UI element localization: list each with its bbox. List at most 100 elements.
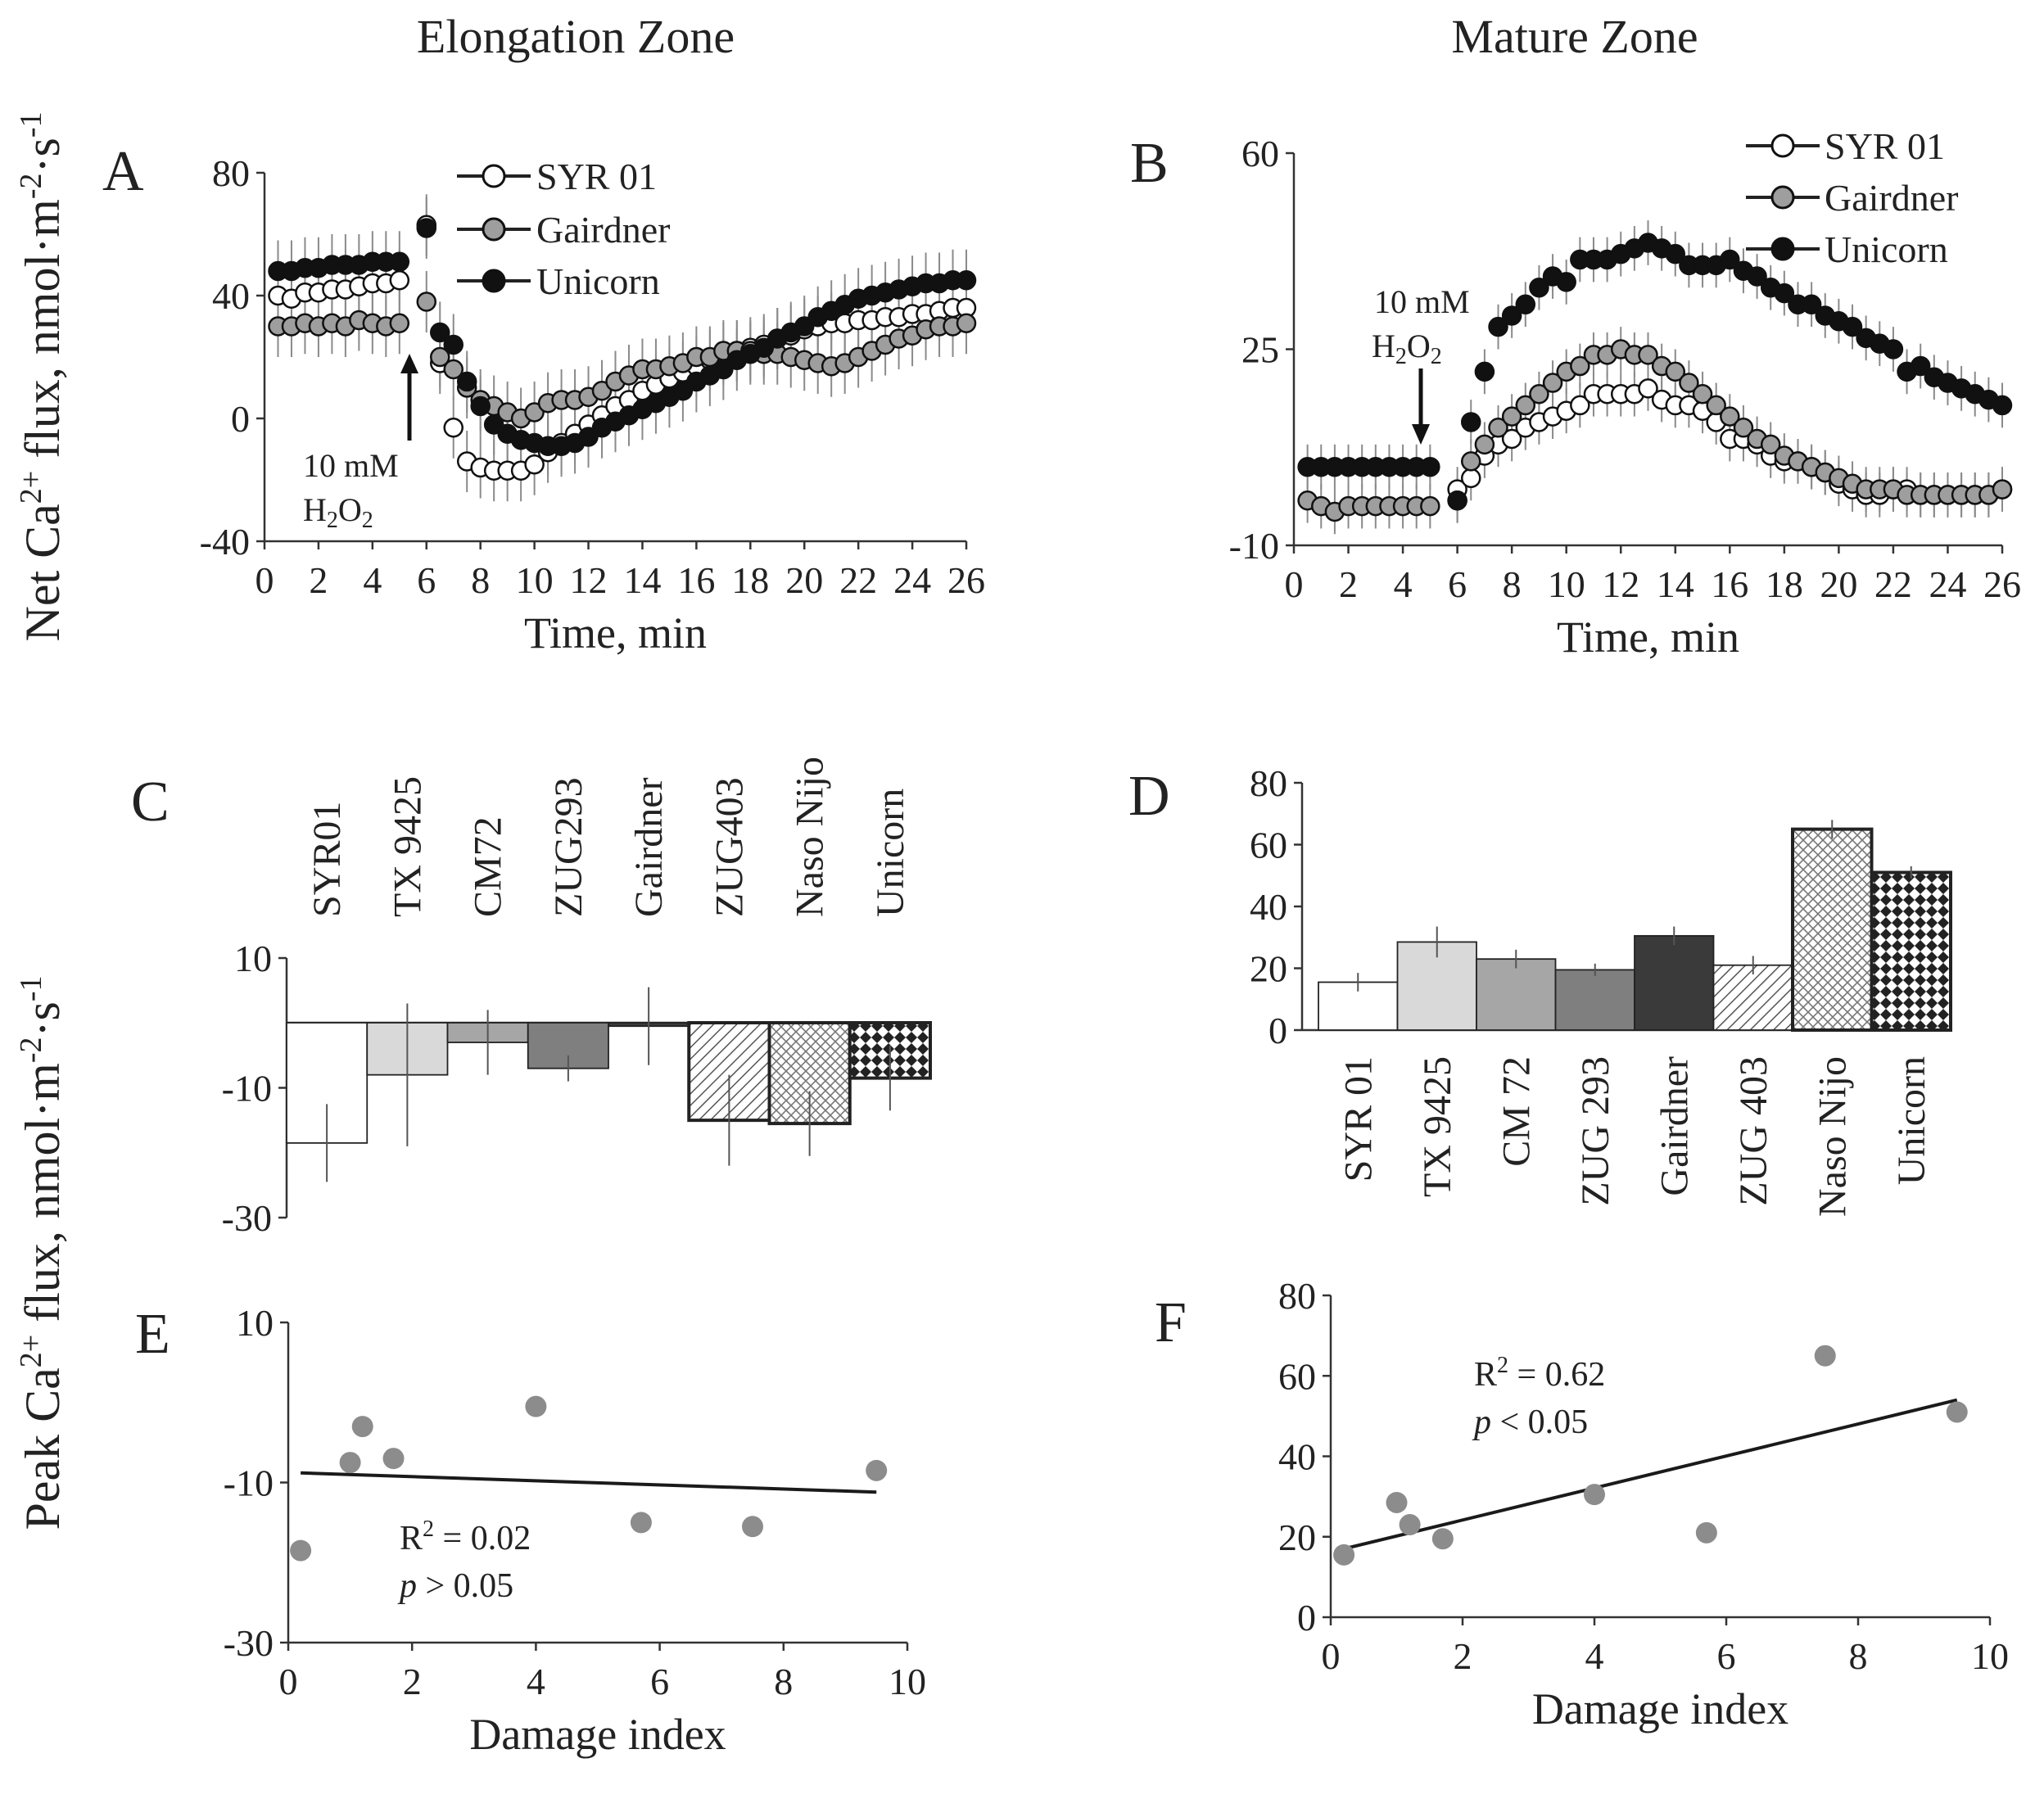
scatter-point xyxy=(525,1395,547,1417)
ylabel-net-flux: Net Ca2+ flux, nmol·m-2·s-1 xyxy=(14,111,70,641)
panel-d-axes: 0 20 40 60 80 xyxy=(1250,762,1951,1051)
y-tick-label: -10 xyxy=(224,1462,274,1504)
y-tick-label: 20 xyxy=(1278,1516,1316,1558)
data-point-unicorn xyxy=(430,322,450,343)
x-tick-label: 20 xyxy=(785,559,823,601)
y-tick-label: 80 xyxy=(1278,1275,1316,1317)
x-tick-label: 0 xyxy=(1285,563,1304,605)
category-label: TX 9425 xyxy=(1416,1056,1459,1197)
x-tick-label: 26 xyxy=(947,559,985,601)
panel-a-points xyxy=(268,215,977,481)
data-point-gairdner xyxy=(443,359,464,380)
panel-d-bars xyxy=(1318,827,1952,1032)
data-point-gairdner xyxy=(1461,451,1481,472)
data-point-unicorn xyxy=(1910,355,1931,377)
x-tick-label: 2 xyxy=(1339,563,1358,605)
data-point-unicorn xyxy=(713,359,734,380)
scatter-point xyxy=(742,1516,763,1538)
data-point-gairdner xyxy=(1692,383,1713,405)
y-tick-label: -30 xyxy=(222,1197,272,1239)
category-label: Gairdner xyxy=(1653,1056,1696,1196)
scatter-point xyxy=(382,1448,405,1470)
category-label: Naso Nijo xyxy=(789,757,832,917)
data-point-unicorn xyxy=(470,396,491,417)
x-tick-label: 8 xyxy=(471,559,490,601)
y-tick-label: 0 xyxy=(231,398,250,440)
x-tick-label: 22 xyxy=(839,559,877,601)
scatter-point xyxy=(1695,1521,1717,1544)
x-tick-label: 10 xyxy=(516,559,554,601)
y-tick-label: -10 xyxy=(222,1068,272,1110)
ylabel-peak-flux: Peak Ca2+ flux, nmol·m-2·s-1 xyxy=(14,975,70,1530)
data-point-unicorn xyxy=(794,316,815,337)
category-label: SYR01 xyxy=(305,802,349,917)
title-elongation-zone: Elongation Zone xyxy=(417,10,735,63)
panel-e-axes: 10 -10 -300 2 4 6 8 10 Damage index xyxy=(224,1302,926,1759)
legend-item-unicorn-b: Unicorn xyxy=(1746,228,1948,270)
data-point-syr01 xyxy=(1461,468,1481,489)
x-axis-title: Damage index xyxy=(1532,1684,1788,1733)
panel-c-bars xyxy=(286,1021,932,1144)
x-tick-label: 6 xyxy=(1448,563,1467,605)
data-point-gairdner xyxy=(1720,406,1740,427)
x-tick-label: 6 xyxy=(650,1661,669,1702)
x-tick-label: 6 xyxy=(417,559,436,601)
x-tick-label: 24 xyxy=(893,559,931,601)
data-point-gairdner xyxy=(1529,383,1549,405)
data-point-unicorn xyxy=(753,337,775,358)
category-label: ZUG293 xyxy=(547,777,590,917)
x-tick-label: 10 xyxy=(1971,1635,2009,1677)
y-tick-label: -40 xyxy=(200,521,250,563)
data-point-gairdner xyxy=(1679,373,1699,393)
data-point-gairdner xyxy=(1488,418,1508,438)
x-tick-label: 10 xyxy=(889,1661,926,1702)
data-point-syr01 xyxy=(1638,378,1658,399)
data-point-unicorn xyxy=(1720,249,1740,270)
category-label: ZUG403 xyxy=(708,777,751,917)
x-tick-label: 6 xyxy=(1717,1635,1736,1677)
x-tick-label: 2 xyxy=(1454,1635,1472,1677)
data-point-unicorn xyxy=(956,270,977,291)
data-point-unicorn xyxy=(1842,316,1863,337)
data-point-gairdner xyxy=(524,402,545,423)
annotation-b-line2: H2O2 xyxy=(1372,328,1442,369)
y-tick-label: 80 xyxy=(1250,762,1287,804)
data-point-gairdner xyxy=(1992,479,2013,499)
title-mature-zone: Mature Zone xyxy=(1451,10,1698,63)
data-point-unicorn xyxy=(1665,243,1686,264)
category-label: CM 72 xyxy=(1495,1056,1538,1167)
legend-item-syr01-b: SYR 01 xyxy=(1746,125,1945,167)
data-point-syr01 xyxy=(1570,395,1590,416)
data-point-unicorn xyxy=(578,427,599,447)
data-point-gairdner xyxy=(1665,361,1686,382)
annotation-a-line1: 10 mM xyxy=(303,447,399,484)
bar-naso-nijo xyxy=(1791,827,1874,1032)
panel-label-e: E xyxy=(135,1303,170,1366)
x-tick-label: 8 xyxy=(1503,563,1522,605)
y-tick-label: 10 xyxy=(234,938,272,979)
x-tick-label: 4 xyxy=(527,1661,545,1702)
panel-c-error-bars xyxy=(326,987,891,1182)
panel-d-error-bars xyxy=(1357,820,1912,992)
data-point-unicorn xyxy=(1801,294,1822,315)
y-tick-label: 20 xyxy=(1250,948,1287,990)
scatter-point xyxy=(339,1452,361,1474)
panel-e-p-value: p > 0.05 xyxy=(397,1567,513,1605)
panel-f-p-value: p < 0.05 xyxy=(1472,1403,1588,1441)
x-tick-label: 2 xyxy=(403,1661,422,1702)
scatter-point xyxy=(866,1459,888,1481)
category-label: Naso Nijo xyxy=(1811,1056,1854,1217)
x-tick-label: 4 xyxy=(363,559,382,601)
data-point-gairdner xyxy=(1638,345,1658,365)
data-point-gairdner xyxy=(1570,355,1590,377)
y-tick-label: 0 xyxy=(1297,1597,1316,1638)
arrow-down-icon xyxy=(1412,424,1430,445)
legend-label-gairdner: Gairdner xyxy=(536,209,670,251)
y-tick-label: 40 xyxy=(1278,1436,1316,1478)
y-tick-label: 40 xyxy=(1250,886,1287,928)
x-tick-label: 0 xyxy=(1322,1635,1341,1677)
panel-c-category-labels: SYR01 TX 9425 CM72 ZUG293 Gairdner ZUG403 Naso… xyxy=(305,757,912,917)
x-tick-label: 0 xyxy=(256,559,274,601)
